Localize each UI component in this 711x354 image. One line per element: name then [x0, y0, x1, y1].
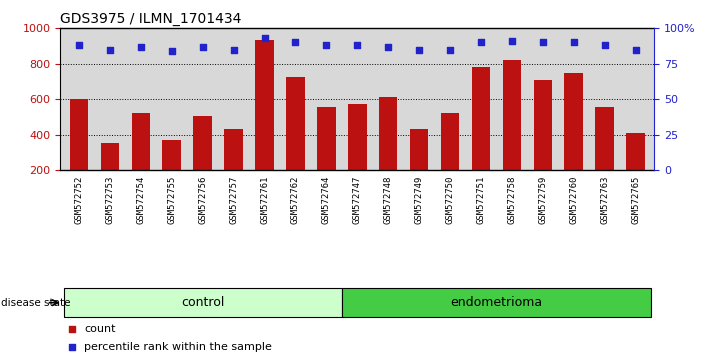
Bar — [379, 97, 397, 170]
Point — [413, 47, 424, 52]
Text: GSM572763: GSM572763 — [600, 176, 609, 224]
Text: GSM572754: GSM572754 — [137, 176, 145, 224]
Bar — [63, 288, 342, 317]
Point — [475, 40, 486, 45]
Text: GSM572753: GSM572753 — [105, 176, 114, 224]
Text: GSM572759: GSM572759 — [538, 176, 547, 224]
Point — [321, 42, 332, 48]
Point — [166, 48, 178, 54]
Text: GSM572751: GSM572751 — [476, 176, 486, 224]
Bar — [595, 107, 614, 170]
Bar — [565, 74, 583, 170]
Point — [568, 40, 579, 45]
Point — [67, 344, 78, 350]
Text: GSM572761: GSM572761 — [260, 176, 269, 224]
Point — [537, 40, 548, 45]
Bar — [348, 104, 367, 170]
Bar — [533, 80, 552, 170]
Bar — [101, 143, 119, 170]
Point — [228, 47, 240, 52]
Bar — [503, 60, 521, 170]
Text: GSM572762: GSM572762 — [291, 176, 300, 224]
Text: percentile rank within the sample: percentile rank within the sample — [84, 342, 272, 352]
Bar — [410, 129, 429, 170]
Point — [105, 47, 116, 52]
Text: count: count — [84, 324, 116, 334]
Point — [259, 35, 270, 41]
Bar — [224, 129, 243, 170]
Text: GSM572758: GSM572758 — [508, 176, 516, 224]
Text: GSM572757: GSM572757 — [229, 176, 238, 224]
Point — [73, 42, 85, 48]
Text: GSM572755: GSM572755 — [167, 176, 176, 224]
Bar — [70, 99, 88, 170]
Point — [383, 44, 394, 50]
Text: GSM572756: GSM572756 — [198, 176, 207, 224]
Text: GSM572747: GSM572747 — [353, 176, 362, 224]
Bar — [163, 140, 181, 170]
Bar — [441, 113, 459, 170]
Text: GDS3975 / ILMN_1701434: GDS3975 / ILMN_1701434 — [60, 12, 242, 26]
Bar — [132, 113, 150, 170]
Text: GSM572752: GSM572752 — [75, 176, 83, 224]
Text: disease state: disease state — [1, 298, 70, 308]
Point — [351, 42, 363, 48]
Bar — [193, 116, 212, 170]
Text: GSM572748: GSM572748 — [384, 176, 392, 224]
Text: GSM572765: GSM572765 — [631, 176, 640, 224]
Point — [197, 44, 208, 50]
Bar — [626, 133, 645, 170]
Text: GSM572749: GSM572749 — [415, 176, 424, 224]
Point — [290, 40, 301, 45]
Text: endometrioma: endometrioma — [450, 296, 542, 309]
Point — [444, 47, 456, 52]
Point — [135, 44, 146, 50]
Point — [630, 47, 641, 52]
Point — [599, 42, 610, 48]
Bar — [471, 67, 491, 170]
Bar — [317, 107, 336, 170]
Point — [67, 326, 78, 332]
Text: control: control — [181, 296, 225, 309]
Bar — [342, 288, 651, 317]
Text: GSM572760: GSM572760 — [570, 176, 578, 224]
Point — [506, 38, 518, 44]
Bar — [255, 40, 274, 170]
Text: GSM572764: GSM572764 — [322, 176, 331, 224]
Bar — [286, 77, 305, 170]
Text: GSM572750: GSM572750 — [446, 176, 454, 224]
